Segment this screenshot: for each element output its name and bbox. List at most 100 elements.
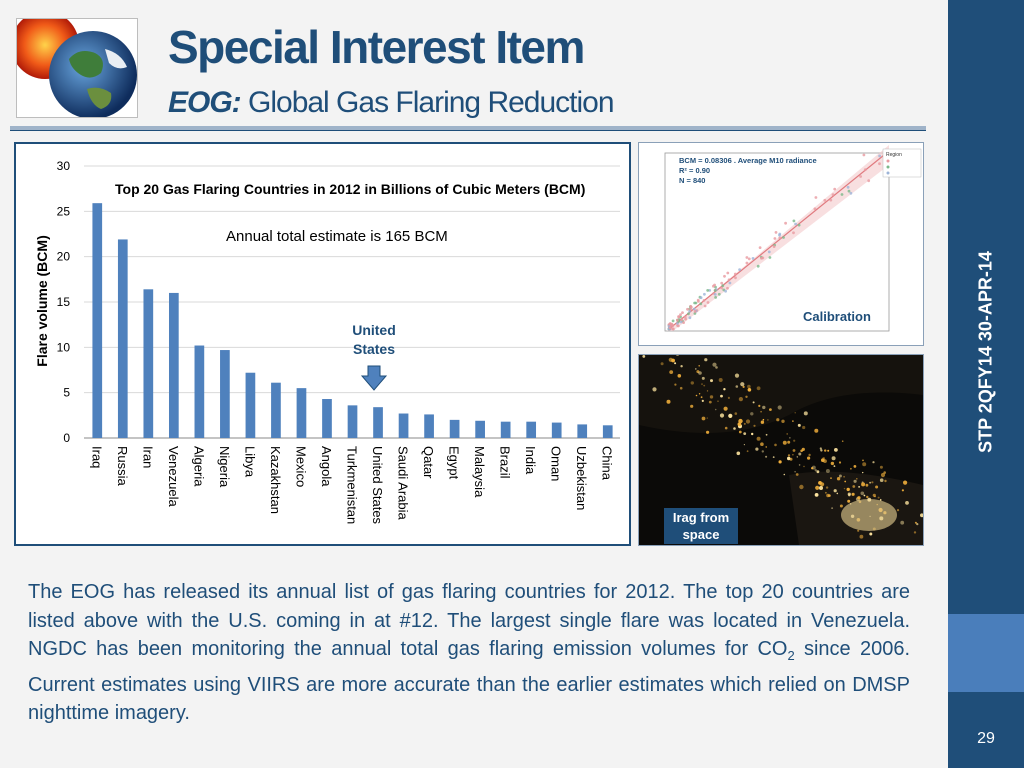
city-light xyxy=(669,370,674,374)
city-light xyxy=(674,362,677,365)
city-light xyxy=(695,394,698,397)
bar-venezuela xyxy=(168,292,179,438)
city-light xyxy=(724,426,728,430)
calibration-point xyxy=(847,189,851,193)
city-light xyxy=(723,406,728,411)
city-light xyxy=(745,395,748,398)
calibration-point xyxy=(703,304,707,308)
calibration-point xyxy=(686,307,689,311)
calibration-point xyxy=(814,196,818,199)
body-paragraph: The EOG has released its annual list of … xyxy=(28,578,910,728)
calibration-point xyxy=(713,293,717,296)
city-light xyxy=(652,387,657,392)
city-light xyxy=(843,487,846,490)
city-light xyxy=(642,355,646,358)
city-light xyxy=(717,400,719,402)
city-light xyxy=(838,474,842,478)
bar-malaysia xyxy=(475,420,485,438)
x-tick-label: Qatar xyxy=(421,446,436,479)
city-light xyxy=(866,495,869,499)
calib-equation: BCM = 0.08306 . Average M10 radiance xyxy=(679,156,817,165)
calibration-point xyxy=(706,289,710,292)
city-light xyxy=(750,412,754,416)
city-light xyxy=(853,465,857,468)
city-light xyxy=(862,459,864,462)
city-light xyxy=(869,532,873,536)
calibration-point xyxy=(773,237,777,240)
city-light xyxy=(836,477,841,481)
city-light xyxy=(701,416,706,421)
city-light xyxy=(836,492,839,495)
city-light xyxy=(701,383,703,385)
calibration-point xyxy=(689,307,693,311)
city-light xyxy=(700,396,703,399)
city-light xyxy=(701,376,705,380)
calibration-point xyxy=(669,323,673,327)
page-title: Special Interest Item xyxy=(168,21,585,73)
city-light xyxy=(677,374,682,378)
calibration-point xyxy=(679,320,683,324)
city-light xyxy=(747,388,752,392)
iraq-from-space-label: Irag from space xyxy=(664,508,738,544)
city-light xyxy=(708,400,712,404)
city-light xyxy=(860,491,865,496)
city-light xyxy=(826,493,830,498)
calibration-point xyxy=(734,276,737,280)
chart-annotation: Annual total estimate is 165 BCM xyxy=(226,228,448,245)
bar-india xyxy=(526,421,537,438)
city-light xyxy=(710,379,713,383)
bar-russia xyxy=(117,239,128,438)
x-tick-label: Brazil xyxy=(498,446,513,479)
city-light xyxy=(712,362,717,367)
city-light xyxy=(734,412,738,415)
body-text-part1: The EOG has released its annual list of … xyxy=(28,581,910,660)
city-light xyxy=(736,451,741,456)
earth-sun-logo xyxy=(16,18,138,118)
city-light xyxy=(690,381,694,385)
calibration-point xyxy=(680,318,684,321)
city-light xyxy=(762,418,765,421)
city-light xyxy=(859,534,864,539)
calibration-point xyxy=(782,236,785,239)
x-tick-label: Turkmenistan xyxy=(345,446,360,524)
x-tick-label: Oman xyxy=(549,446,564,481)
city-light xyxy=(738,418,743,424)
city-light xyxy=(743,432,747,435)
calibration-point xyxy=(863,168,867,172)
calibration-point xyxy=(774,231,778,234)
city-light xyxy=(792,420,794,422)
calibration-label: Calibration xyxy=(803,309,871,324)
city-light xyxy=(851,492,855,496)
city-light xyxy=(777,405,782,410)
city-light xyxy=(833,489,837,493)
calibration-point xyxy=(668,326,672,330)
city-light xyxy=(794,412,796,414)
city-light xyxy=(738,397,743,402)
city-light xyxy=(674,383,677,386)
city-light xyxy=(782,440,787,445)
x-tick-label: Malaysia xyxy=(472,446,487,498)
calibration-point xyxy=(846,185,850,189)
city-light xyxy=(830,477,832,479)
city-light xyxy=(843,475,845,478)
calib-n: N = 840 xyxy=(679,176,705,185)
calibration-point xyxy=(745,261,749,265)
city-light xyxy=(765,446,767,448)
calibration-point xyxy=(697,300,700,303)
city-light xyxy=(916,523,919,526)
y-tick-label: 5 xyxy=(63,386,70,400)
city-light xyxy=(758,404,761,407)
calibration-point xyxy=(862,153,866,157)
bar-oman xyxy=(551,422,562,438)
city-light xyxy=(846,487,850,492)
calibration-point xyxy=(727,278,731,282)
city-light xyxy=(807,456,811,460)
city-light xyxy=(719,413,725,418)
city-light xyxy=(839,504,843,508)
calibration-scatter-panel: Region BCM = 0.08306 . Average M10 radia… xyxy=(638,142,924,346)
calibration-point xyxy=(679,313,682,316)
city-light xyxy=(871,481,874,484)
city-light xyxy=(831,456,836,461)
calibration-point xyxy=(712,284,715,288)
x-tick-label: Libya xyxy=(242,446,257,478)
